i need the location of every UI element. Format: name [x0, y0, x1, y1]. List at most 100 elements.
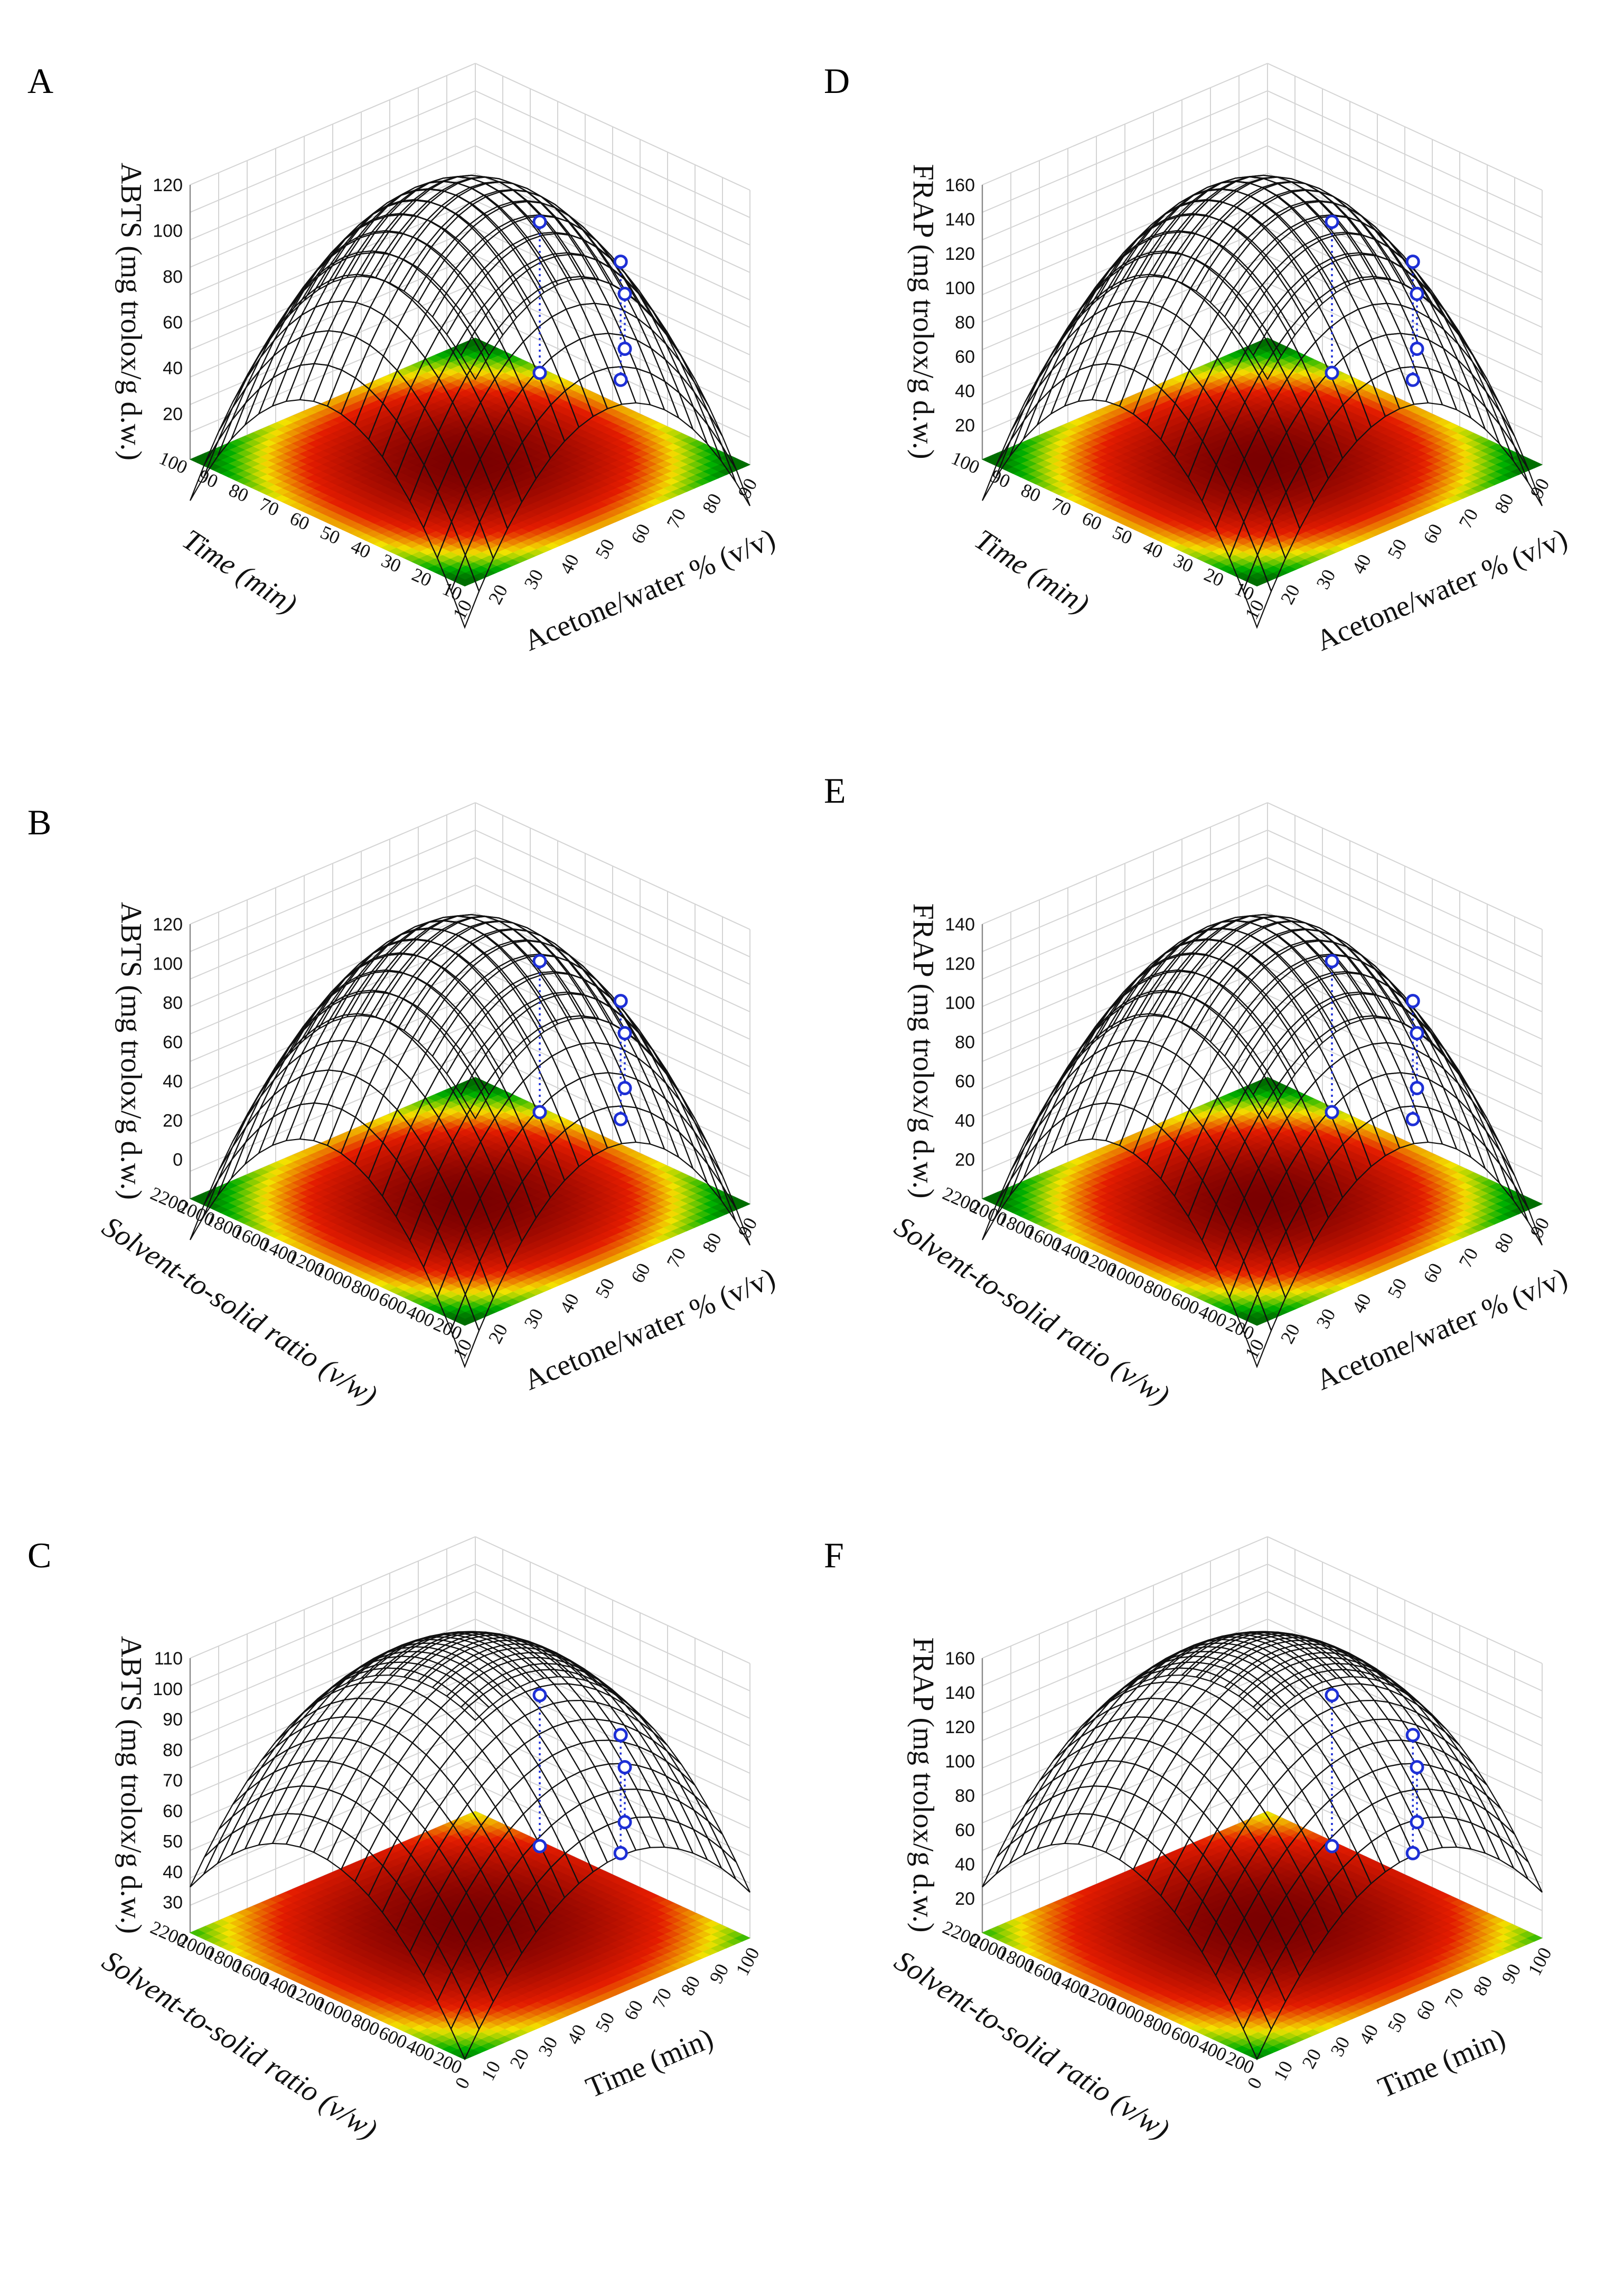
- grid-line: [475, 200, 750, 328]
- grid-line: [475, 145, 750, 273]
- x-tick-label: 30: [520, 566, 547, 593]
- surface-cell: [257, 1108, 288, 1155]
- x-tick-label: 20: [484, 1320, 512, 1347]
- z-tick-label: 100: [153, 221, 183, 241]
- surface-cell: [565, 338, 595, 381]
- surface-cell: [274, 299, 303, 341]
- surface-cell: [565, 1043, 595, 1079]
- grid-line: [190, 145, 476, 268]
- surface-cell: [445, 240, 475, 274]
- surface-cell: [426, 205, 456, 229]
- surface-cell: [313, 1069, 343, 1105]
- surface-cell: [355, 275, 386, 308]
- z-axis-title: ABTS (mg trolox/g d.w.): [115, 163, 147, 460]
- surface-cell: [579, 334, 609, 373]
- surface-cell: [467, 269, 497, 309]
- surface-cell: [665, 1083, 695, 1132]
- surface-cell: [439, 238, 470, 271]
- surface-cell: [445, 979, 475, 1013]
- grid-line: [475, 173, 750, 300]
- surface-cell: [313, 330, 343, 366]
- surface-cell: [327, 331, 357, 371]
- panel-letter: B: [27, 802, 51, 842]
- data-point: [532, 365, 547, 380]
- data-point: [617, 1081, 632, 1095]
- surface-cell: [341, 1041, 371, 1077]
- x-tick-label: 90: [734, 1214, 761, 1241]
- surface-cell: [458, 965, 489, 996]
- data-point: [613, 255, 628, 269]
- z-tick-label: 80: [163, 993, 183, 1013]
- surface-cell: [430, 206, 460, 231]
- data-point: [613, 372, 628, 387]
- y-tick-label: 100: [156, 447, 191, 478]
- surface-cell: [565, 1077, 595, 1121]
- surface-cell: [579, 303, 609, 336]
- surface-cell: [341, 302, 371, 338]
- x-tick-label: 60: [627, 1259, 654, 1286]
- z-axis-title: ABTS (mg trolox/g d.w.): [115, 902, 147, 1200]
- x-tick-label: 70: [662, 505, 690, 532]
- z-tick-label: 0: [173, 1150, 183, 1170]
- surface-cell: [444, 1648, 475, 1665]
- grid-line: [190, 173, 476, 295]
- surface-cell: [458, 225, 489, 257]
- grid-line: [475, 118, 750, 246]
- surface-cell: [426, 944, 456, 968]
- grid-line: [190, 118, 476, 240]
- surface-cell: [579, 1073, 609, 1113]
- z-tick-label: 40: [163, 1071, 183, 1092]
- surface-cell: [355, 1014, 386, 1048]
- surface-cell: [663, 1119, 694, 1170]
- surface-cell: [425, 255, 455, 291]
- data-point: [617, 342, 632, 356]
- z-tick-label: 60: [163, 313, 183, 333]
- grid-line: [190, 90, 476, 213]
- x-tick-label: 40: [556, 551, 583, 578]
- z-tick-label: 20: [163, 1111, 183, 1131]
- data-point: [613, 994, 628, 1009]
- x-tick-label: 50: [591, 535, 618, 562]
- surface-cell: [444, 935, 474, 956]
- panel-b: 0204060801001201020304050607080902004006…: [27, 802, 780, 1412]
- y-tick-label: 2200: [147, 1182, 191, 1217]
- surface-cell: [285, 1102, 315, 1142]
- surface-cell: [374, 971, 404, 994]
- data-point: [532, 1105, 547, 1120]
- surface-cell: [274, 1038, 303, 1080]
- data-point: [532, 214, 547, 229]
- x-tick-label: 80: [698, 490, 726, 517]
- grid-line: [475, 90, 750, 218]
- x-tick-label: 40: [556, 1290, 583, 1317]
- surface-cell: [257, 369, 288, 416]
- surface-cell: [243, 1115, 275, 1167]
- surface-cell: [665, 343, 695, 392]
- surface-cell: [285, 363, 315, 402]
- y-axis-title: Time (min): [177, 523, 303, 620]
- surface-cell: [374, 231, 404, 255]
- x-tick-label: 60: [627, 520, 654, 547]
- x-tick-label: 20: [484, 581, 512, 608]
- surface-cell: [458, 1642, 489, 1657]
- data-point: [532, 954, 547, 968]
- surface-cell: [439, 977, 470, 1011]
- grid-line: [475, 63, 750, 191]
- x-tick-label: 30: [520, 1305, 547, 1332]
- grid-line: [190, 63, 476, 185]
- surface-cell: [459, 1671, 490, 1695]
- surface-cell: [679, 1101, 709, 1152]
- data-point: [617, 287, 632, 301]
- x-tick-label: 90: [734, 475, 761, 502]
- surface-cell: [243, 375, 275, 427]
- data-point: [617, 1026, 632, 1040]
- z-tick-label: 100: [153, 954, 183, 974]
- surface-cell: [565, 304, 595, 340]
- z-tick-label: 80: [163, 267, 183, 287]
- surface-cell: [360, 991, 390, 1018]
- surface-cell: [458, 1654, 490, 1673]
- panel-a: 2040608010012010203040506070809010203040…: [27, 61, 780, 657]
- surface-cell: [370, 969, 400, 993]
- panel-letter: A: [27, 61, 53, 101]
